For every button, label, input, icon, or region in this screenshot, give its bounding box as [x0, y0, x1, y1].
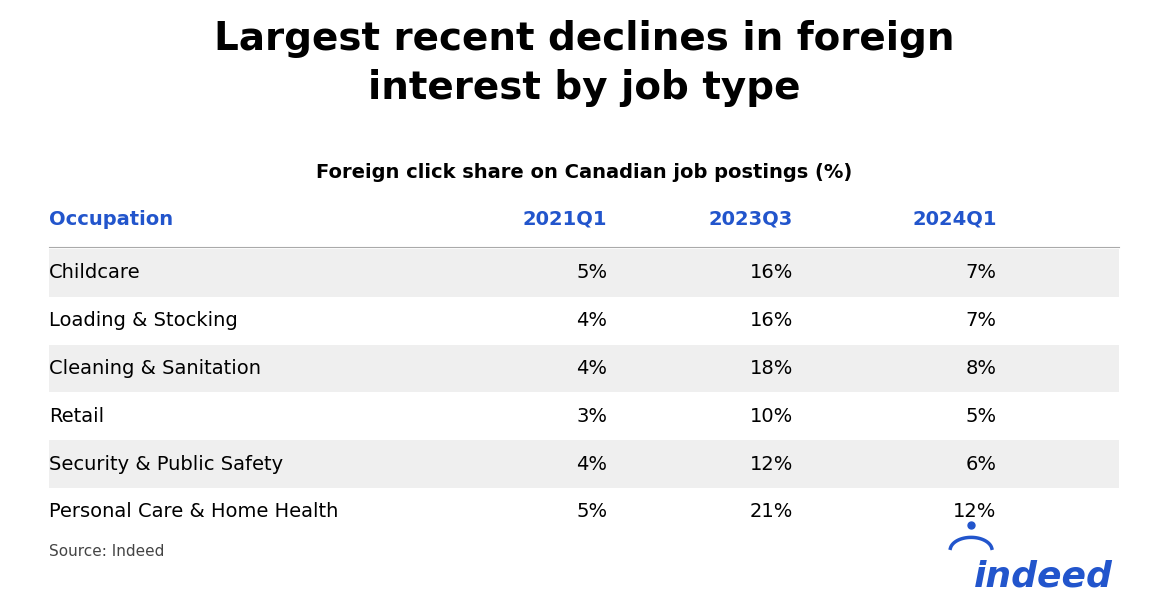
Text: 12%: 12%: [750, 454, 793, 474]
Text: 2023Q3: 2023Q3: [709, 209, 793, 228]
Text: Loading & Stocking: Loading & Stocking: [49, 311, 238, 330]
Text: 7%: 7%: [966, 264, 996, 282]
FancyBboxPatch shape: [49, 344, 1119, 392]
Text: Largest recent declines in foreign
interest by job type: Largest recent declines in foreign inter…: [214, 20, 954, 107]
Text: indeed: indeed: [974, 559, 1113, 593]
FancyBboxPatch shape: [49, 392, 1119, 440]
Text: 5%: 5%: [966, 407, 996, 426]
Text: 5%: 5%: [576, 502, 607, 521]
Text: 4%: 4%: [576, 311, 607, 330]
FancyBboxPatch shape: [49, 488, 1119, 536]
Text: 8%: 8%: [966, 359, 996, 378]
Text: 16%: 16%: [750, 264, 793, 282]
Text: Childcare: Childcare: [49, 264, 141, 282]
Text: 5%: 5%: [576, 264, 607, 282]
Text: Security & Public Safety: Security & Public Safety: [49, 454, 284, 474]
Text: 7%: 7%: [966, 311, 996, 330]
Text: Cleaning & Sanitation: Cleaning & Sanitation: [49, 359, 262, 378]
Text: 4%: 4%: [576, 454, 607, 474]
FancyBboxPatch shape: [49, 440, 1119, 488]
Text: 18%: 18%: [750, 359, 793, 378]
Text: Personal Care & Home Health: Personal Care & Home Health: [49, 502, 339, 521]
Text: Foreign click share on Canadian job postings (%): Foreign click share on Canadian job post…: [315, 163, 853, 182]
Text: 21%: 21%: [750, 502, 793, 521]
FancyBboxPatch shape: [49, 297, 1119, 344]
Text: 12%: 12%: [953, 502, 996, 521]
Text: 3%: 3%: [576, 407, 607, 426]
Text: Source: Indeed: Source: Indeed: [49, 544, 165, 559]
Text: 2021Q1: 2021Q1: [523, 209, 607, 228]
Text: 10%: 10%: [750, 407, 793, 426]
FancyBboxPatch shape: [49, 249, 1119, 297]
Text: 2024Q1: 2024Q1: [912, 209, 996, 228]
Text: 16%: 16%: [750, 311, 793, 330]
Text: Occupation: Occupation: [49, 209, 173, 228]
Text: 6%: 6%: [966, 454, 996, 474]
Text: Retail: Retail: [49, 407, 104, 426]
Text: 4%: 4%: [576, 359, 607, 378]
